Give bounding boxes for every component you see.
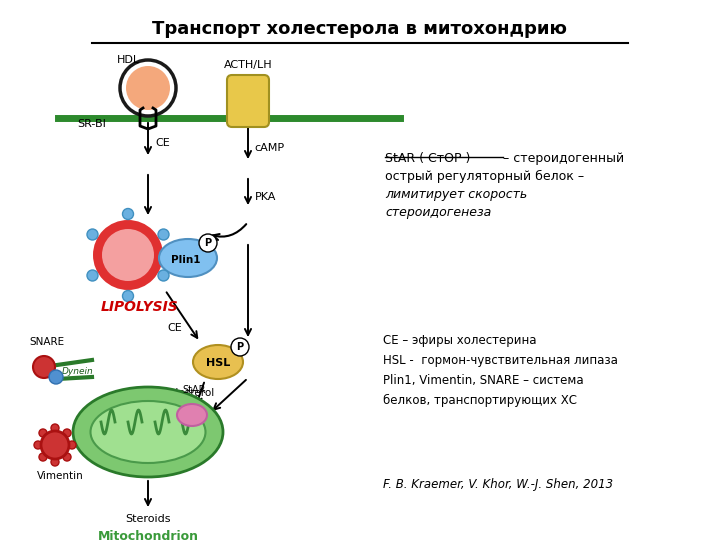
- FancyBboxPatch shape: [227, 75, 269, 127]
- Text: SR-BI: SR-BI: [77, 119, 106, 129]
- Text: Vimentin: Vimentin: [37, 471, 84, 481]
- Text: CE – эфиры холестерина: CE – эфиры холестерина: [383, 334, 536, 347]
- Ellipse shape: [91, 401, 205, 463]
- Text: Транспорт холестерола в митохондрию: Транспорт холестерола в митохондрию: [153, 20, 567, 38]
- Text: P: P: [204, 238, 212, 248]
- Text: Cholesterol: Cholesterol: [156, 388, 215, 398]
- Text: F. B. Kraemer, V. Khor, W.-J. Shen, 2013: F. B. Kraemer, V. Khor, W.-J. Shen, 2013: [383, 478, 613, 491]
- Text: острый регуляторный белок –: острый регуляторный белок –: [385, 170, 584, 183]
- Text: Steroids: Steroids: [125, 514, 171, 524]
- Text: HSL: HSL: [206, 358, 230, 368]
- Circle shape: [122, 291, 133, 301]
- Circle shape: [158, 229, 169, 240]
- Circle shape: [87, 229, 98, 240]
- Text: SNARE: SNARE: [30, 337, 65, 347]
- Text: cAMP: cAMP: [254, 143, 284, 153]
- Circle shape: [63, 453, 71, 461]
- Text: стероидогенеза: стероидогенеза: [385, 206, 491, 219]
- Circle shape: [231, 338, 249, 356]
- Circle shape: [41, 431, 69, 459]
- Text: PKA: PKA: [255, 192, 276, 202]
- Circle shape: [39, 453, 47, 461]
- Circle shape: [199, 234, 217, 252]
- Text: StAR: StAR: [182, 385, 206, 395]
- Text: Plin1, Vimentin, SNARE – система: Plin1, Vimentin, SNARE – система: [383, 374, 584, 387]
- Circle shape: [51, 458, 59, 466]
- Circle shape: [51, 424, 59, 432]
- Text: P: P: [236, 342, 243, 352]
- Circle shape: [158, 270, 169, 281]
- Text: HSL -  гормон-чувствительная липаза: HSL - гормон-чувствительная липаза: [383, 354, 618, 367]
- Text: ACTH/LH: ACTH/LH: [224, 60, 272, 70]
- Text: StAR ( СтОР ): StAR ( СтОР ): [385, 152, 474, 165]
- Circle shape: [126, 66, 170, 110]
- Text: HDL: HDL: [117, 55, 140, 65]
- Text: CE: CE: [155, 138, 170, 148]
- Text: белков, транспортирующих ХС: белков, транспортирующих ХС: [383, 394, 577, 407]
- Circle shape: [39, 429, 47, 437]
- Text: CE: CE: [168, 323, 182, 333]
- Text: LIPOLYSIS: LIPOLYSIS: [101, 300, 179, 314]
- Ellipse shape: [159, 239, 217, 277]
- Circle shape: [63, 429, 71, 437]
- Circle shape: [34, 441, 42, 449]
- Text: Dynein: Dynein: [62, 367, 94, 375]
- Text: – стероидогенный: – стероидогенный: [503, 152, 624, 165]
- Ellipse shape: [73, 387, 223, 477]
- Ellipse shape: [177, 404, 207, 426]
- Circle shape: [33, 356, 55, 378]
- Circle shape: [68, 441, 76, 449]
- Text: Plin1: Plin1: [171, 255, 201, 265]
- Circle shape: [102, 229, 154, 281]
- Circle shape: [49, 370, 63, 384]
- Circle shape: [87, 270, 98, 281]
- Circle shape: [93, 220, 163, 290]
- Ellipse shape: [193, 345, 243, 379]
- Circle shape: [122, 208, 133, 219]
- Text: Mitochondrion: Mitochondrion: [97, 530, 199, 540]
- Text: лимитирует скорость: лимитирует скорость: [385, 188, 527, 201]
